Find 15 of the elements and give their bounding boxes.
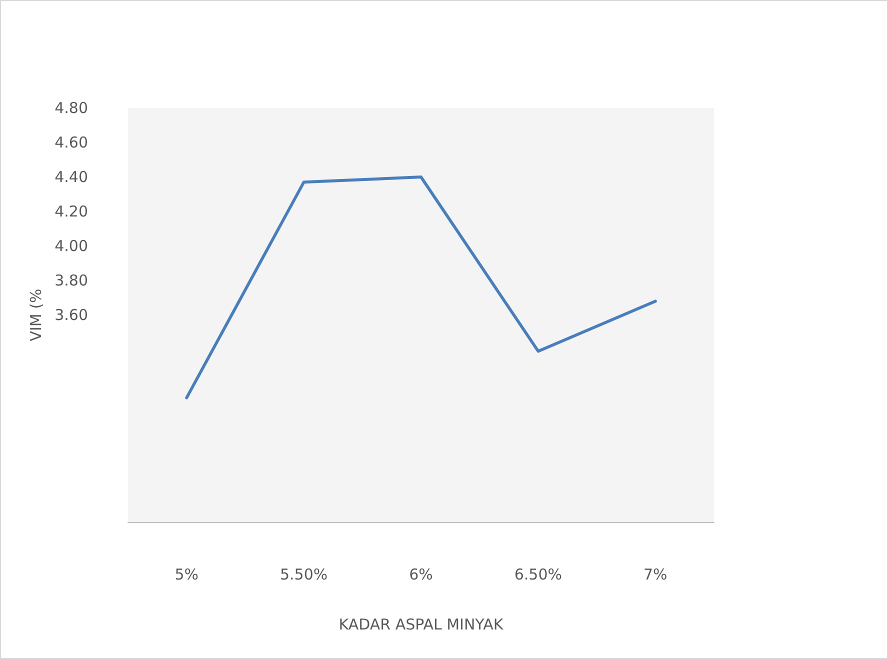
y-tick-label: 3.80 bbox=[54, 272, 88, 290]
y-tick-label: 4.20 bbox=[54, 202, 88, 220]
x-tick-label: 7% bbox=[644, 566, 668, 584]
y-tick-label: 3.60 bbox=[54, 306, 88, 324]
y-tick-label: 4.40 bbox=[54, 168, 88, 186]
x-tick-label: 6% bbox=[409, 566, 433, 584]
x-axis-title: KADAR ASPAL MINYAK bbox=[338, 616, 504, 634]
x-tick-label: 6.50% bbox=[514, 566, 562, 584]
y-tick-label: 4.00 bbox=[54, 237, 88, 255]
y-tick-label: 4.60 bbox=[54, 134, 88, 152]
y-tick-label: 4.80 bbox=[54, 99, 88, 117]
y-axis-title: VIM (% bbox=[27, 288, 46, 342]
line-series bbox=[185, 176, 657, 400]
x-tick-label: 5% bbox=[174, 566, 198, 584]
x-tick-label: 5.50% bbox=[280, 566, 328, 584]
